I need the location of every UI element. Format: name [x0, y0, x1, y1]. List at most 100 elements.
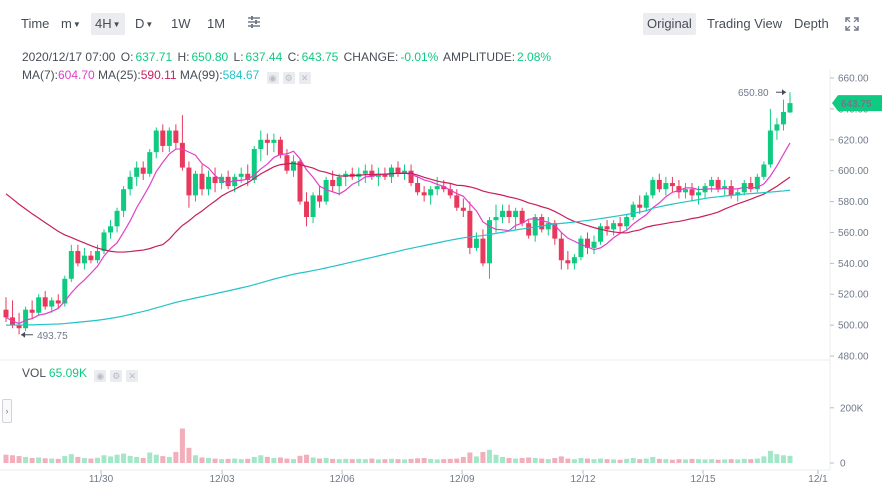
candle-body	[330, 179, 336, 187]
volume-bar	[317, 458, 323, 463]
close-icon[interactable]: ✕	[298, 72, 311, 84]
caret-down-icon: ▼	[145, 20, 154, 29]
candle-body	[232, 176, 238, 187]
volume-bar	[728, 459, 734, 463]
candle-body	[264, 139, 270, 143]
candle-body	[271, 139, 277, 143]
volume-bar	[258, 455, 264, 463]
volume-bar	[604, 459, 610, 463]
minute-interval-dropdown[interactable]: m▼	[61, 16, 81, 31]
candle-body	[722, 186, 728, 190]
volume-bar	[186, 447, 192, 463]
volume-legend: VOL 65.09K ◉ ⚙ ✕	[22, 366, 139, 382]
candle-body	[526, 223, 532, 236]
ma25-value: 590.11	[140, 68, 177, 82]
volume-bar	[402, 459, 408, 463]
candle-body	[447, 189, 453, 196]
candle-body	[343, 173, 349, 177]
candle-body	[16, 325, 22, 329]
volume-bar	[741, 458, 747, 463]
volume-bar	[140, 458, 146, 463]
volume-bar	[696, 459, 702, 463]
fullscreen-icon[interactable]	[845, 17, 859, 34]
volume-bar	[238, 459, 244, 463]
candle-body	[591, 241, 597, 248]
date-tick-label: 12/06	[329, 474, 354, 483]
candle-body	[761, 164, 767, 177]
candle-body	[114, 210, 120, 227]
minute-label: m	[61, 16, 72, 31]
candle-body	[565, 260, 571, 264]
candle-body	[676, 186, 682, 193]
candle-body	[454, 195, 460, 208]
change-label: CHANGE:	[343, 50, 399, 64]
date-tick-label: 12/09	[449, 474, 474, 483]
candle-body	[36, 297, 42, 313]
candle-body	[186, 167, 192, 196]
close-icon[interactable]: ✕	[126, 370, 139, 382]
volume-bar	[284, 458, 290, 463]
price-tick-label: 560.00	[838, 228, 869, 239]
candle-body	[748, 183, 754, 190]
candle-body	[532, 217, 538, 236]
volume-bar	[369, 458, 375, 463]
candle-body	[147, 152, 153, 174]
candle-body	[55, 300, 61, 304]
candle-body	[598, 226, 604, 242]
price-tick-label: 620.00	[838, 135, 869, 146]
candle-body	[108, 226, 114, 233]
time-button[interactable]: Time	[21, 16, 50, 31]
volume-bar	[179, 428, 185, 463]
candle-body	[460, 207, 466, 211]
volume-bar	[75, 456, 81, 463]
min-price-label: 493.75	[37, 331, 68, 342]
current-price-tag	[832, 95, 882, 112]
price-tick-label: 580.00	[838, 197, 869, 208]
candle-body	[696, 192, 702, 196]
date-tick-label: 12/1	[808, 474, 828, 483]
day-interval-dropdown[interactable]: D▼	[135, 16, 153, 31]
candle-body	[584, 238, 590, 248]
volume-bar	[94, 457, 100, 463]
depth-tab[interactable]: Depth	[794, 16, 829, 31]
candle-body	[29, 309, 35, 313]
candle-body	[441, 186, 447, 190]
low-value: 637.44	[245, 50, 283, 64]
volume-bar	[232, 458, 238, 463]
candle-body	[375, 173, 381, 177]
date-tick-label: 12/12	[570, 474, 595, 483]
volume-bar	[3, 454, 9, 463]
volume-bar	[304, 454, 310, 463]
candle-body	[656, 179, 662, 190]
moving-averages-legend: MA(7):604.70 MA(25):590.11 MA(99):584.67…	[22, 68, 311, 84]
settings-icon[interactable]: ⚙	[282, 72, 295, 84]
candle-body	[774, 124, 780, 131]
candle-body	[304, 201, 310, 217]
month-interval-button[interactable]: 1M	[207, 16, 226, 31]
change-value: -0.01%	[400, 50, 439, 64]
settings-icon[interactable]: ⚙	[110, 370, 123, 382]
week-interval-button[interactable]: 1W	[171, 16, 191, 31]
hour4-label: 4H	[95, 16, 112, 31]
expand-panel-arrow-icon[interactable]: ›	[2, 399, 12, 423]
volume-bar	[343, 458, 349, 463]
hour4-interval-dropdown[interactable]: 4H▼	[91, 13, 125, 35]
volume-bar	[251, 456, 257, 463]
volume-bar	[16, 456, 22, 463]
original-view-tab[interactable]: Original	[643, 13, 696, 35]
volume-bar	[754, 458, 760, 463]
candle-body	[94, 250, 100, 261]
day-label: D	[135, 16, 145, 31]
volume-bar	[101, 455, 107, 463]
volume-bar	[134, 456, 140, 463]
eye-icon[interactable]: ◉	[94, 370, 107, 382]
high-label: H:	[177, 50, 190, 64]
volume-bar	[460, 456, 466, 463]
high-value: 650.80	[191, 50, 229, 64]
trading-view-tab[interactable]: Trading View	[707, 16, 783, 31]
settings-sliders-icon[interactable]	[247, 15, 261, 32]
volume-bar	[166, 456, 172, 463]
volume-bar	[297, 455, 303, 463]
eye-icon[interactable]: ◉	[266, 72, 279, 84]
